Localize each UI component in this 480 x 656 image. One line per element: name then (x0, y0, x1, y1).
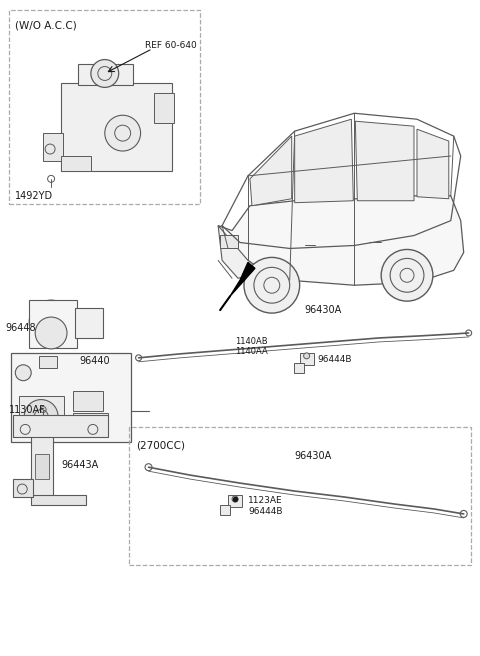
Bar (228, 495, 242, 507)
Circle shape (91, 60, 119, 87)
Bar (294, 363, 304, 373)
Bar (35, 454, 49, 479)
Circle shape (244, 257, 300, 313)
Circle shape (15, 365, 31, 380)
Polygon shape (355, 121, 414, 201)
Bar (31, 417, 53, 497)
Text: 1492YD: 1492YD (15, 191, 53, 201)
Circle shape (35, 317, 67, 349)
Polygon shape (230, 262, 255, 297)
Bar (73, 413, 108, 438)
Polygon shape (295, 119, 353, 203)
Text: 96430A: 96430A (295, 451, 332, 461)
Bar (220, 235, 238, 249)
Polygon shape (417, 129, 449, 199)
Circle shape (29, 300, 73, 344)
Bar (73, 390, 103, 411)
Circle shape (105, 115, 141, 151)
Bar (12, 353, 131, 442)
Bar (61, 83, 172, 171)
Text: 96448: 96448 (5, 323, 36, 333)
Text: REF 60-640: REF 60-640 (144, 41, 196, 50)
Bar (78, 64, 132, 85)
Polygon shape (218, 195, 464, 285)
Bar (129, 428, 471, 565)
Circle shape (381, 249, 433, 301)
Bar (9, 10, 200, 204)
Text: 1140AA: 1140AA (235, 348, 268, 356)
Text: (W/O A.C.C): (W/O A.C.C) (15, 21, 77, 31)
Text: 96430A: 96430A (305, 305, 342, 315)
Bar (13, 415, 108, 438)
Bar (39, 356, 57, 368)
Bar (43, 133, 63, 161)
Bar (31, 495, 86, 505)
Polygon shape (250, 136, 292, 206)
Circle shape (24, 400, 58, 434)
Text: 1140AB: 1140AB (235, 337, 268, 346)
Bar (300, 353, 313, 365)
Text: 1123AE: 1123AE (248, 497, 283, 506)
Polygon shape (218, 226, 265, 278)
Text: (2700CC): (2700CC) (137, 440, 186, 450)
Bar (220, 505, 230, 515)
Text: 1130AF: 1130AF (9, 405, 46, 415)
Circle shape (232, 496, 238, 502)
Bar (19, 396, 64, 438)
Bar (75, 308, 103, 338)
Bar (155, 93, 174, 123)
Bar (61, 156, 91, 171)
Circle shape (304, 353, 310, 359)
Text: 96443A: 96443A (61, 461, 98, 470)
Text: 96440: 96440 (79, 356, 109, 366)
Text: 96444B: 96444B (318, 356, 352, 364)
Text: 96444B: 96444B (248, 508, 282, 516)
Bar (13, 479, 33, 497)
Circle shape (46, 317, 56, 327)
Bar (29, 300, 77, 348)
